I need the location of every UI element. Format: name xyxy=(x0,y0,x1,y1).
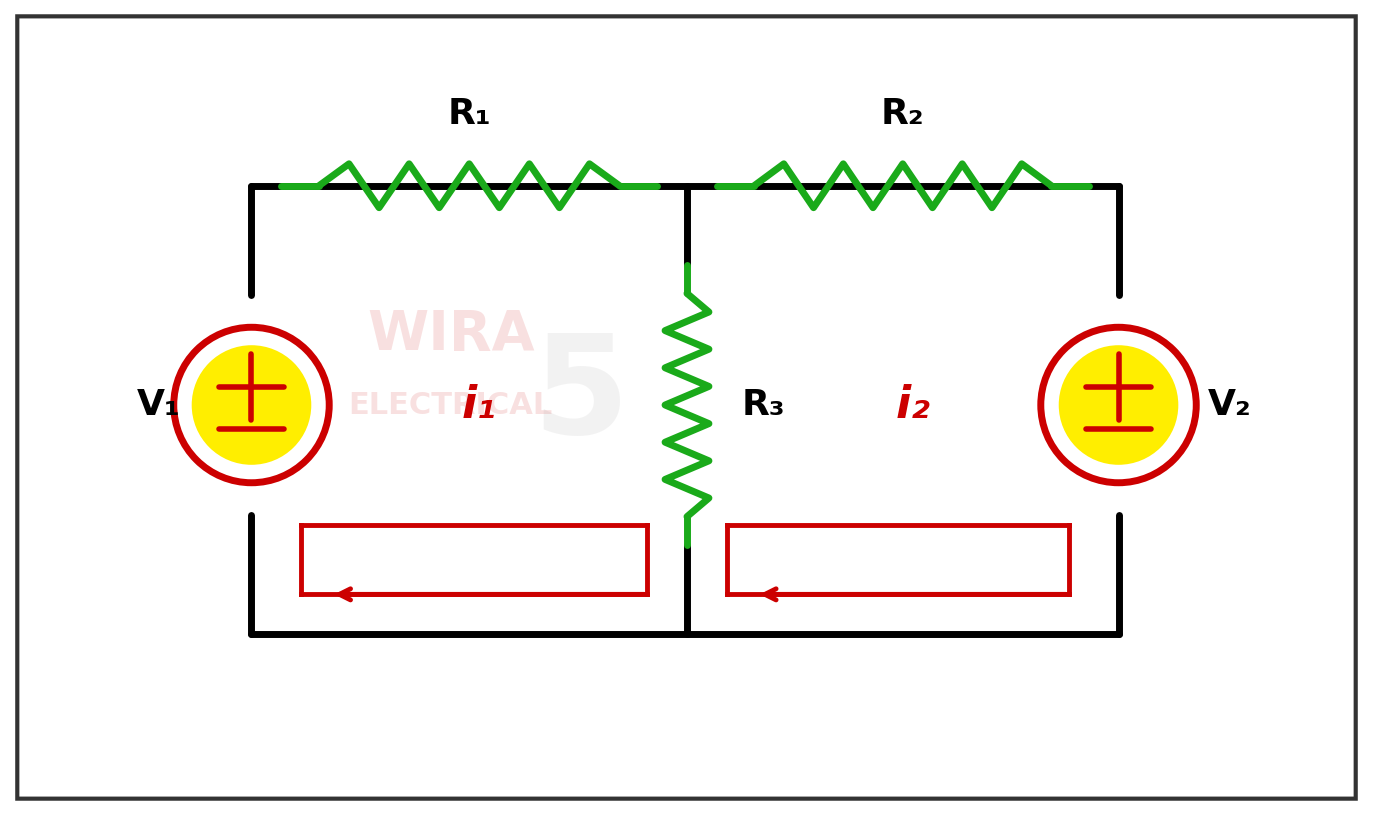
Text: R₂: R₂ xyxy=(881,97,924,131)
Text: i₂: i₂ xyxy=(895,384,930,426)
Circle shape xyxy=(192,346,312,465)
Text: V₂: V₂ xyxy=(1208,388,1252,422)
Text: ELECTRICAL: ELECTRICAL xyxy=(349,390,553,420)
Circle shape xyxy=(1059,346,1178,465)
Text: R₃: R₃ xyxy=(741,388,785,422)
Text: 5: 5 xyxy=(531,328,629,463)
Text: V₁: V₁ xyxy=(137,388,181,422)
Text: i₁: i₁ xyxy=(461,384,497,426)
Text: WIRA: WIRA xyxy=(367,308,534,362)
FancyBboxPatch shape xyxy=(18,16,1355,799)
Text: R₁: R₁ xyxy=(448,97,492,131)
